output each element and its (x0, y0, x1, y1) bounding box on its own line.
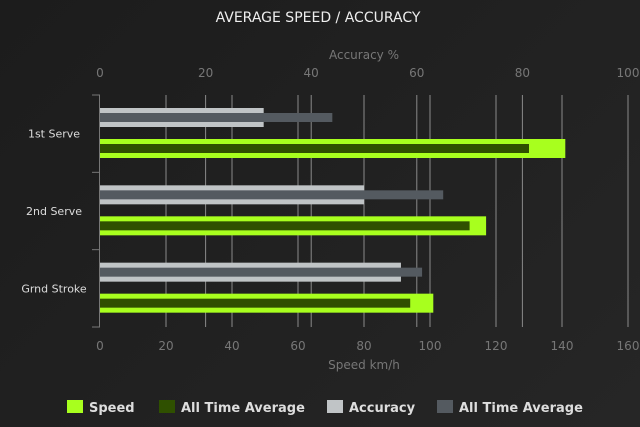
legend-swatch (327, 400, 343, 413)
category-label: 2nd Serve (26, 205, 82, 218)
category-label: Grnd Stroke (21, 282, 87, 295)
legend-label: All Time Average (459, 401, 583, 416)
bottom-tick-label: 100 (419, 339, 442, 353)
top-tick-label: 100 (617, 66, 640, 80)
bar-accuracy-average (100, 113, 333, 122)
top-tick-label: 40 (304, 66, 319, 80)
top-tick-label: 0 (96, 66, 104, 80)
legend-label: All Time Average (181, 401, 305, 416)
bar-speed-average (100, 221, 470, 231)
bottom-tick-label: 80 (356, 339, 371, 353)
bottom-tick-label: 40 (224, 339, 239, 353)
top-axis-label: Accuracy % (329, 48, 399, 62)
bar-speed-average (100, 144, 529, 153)
bottom-tick-label: 140 (551, 339, 574, 353)
legend-label: Accuracy (349, 401, 416, 416)
bar-accuracy-average (100, 267, 423, 277)
bottom-tick-label: 0 (96, 339, 104, 353)
legend-label: Speed (89, 401, 135, 416)
top-tick-label: 60 (409, 66, 424, 80)
category-label: 1st Serve (28, 128, 80, 141)
legend-swatch (437, 400, 453, 413)
legend-swatch (67, 400, 83, 413)
bottom-tick-label: 60 (290, 339, 305, 353)
bottom-tick-label: 120 (485, 339, 508, 353)
legend-swatch (159, 400, 175, 413)
bottom-axis-label: Speed km/h (328, 358, 400, 372)
bar-speed-average (100, 298, 411, 308)
top-tick-label: 80 (515, 66, 530, 80)
bottom-tick-label: 160 (617, 339, 640, 353)
top-tick-label: 20 (198, 66, 213, 80)
bar-accuracy-average (100, 190, 444, 200)
bottom-tick-label: 20 (158, 339, 173, 353)
chart-title: AVERAGE SPEED / ACCURACY (216, 10, 421, 26)
